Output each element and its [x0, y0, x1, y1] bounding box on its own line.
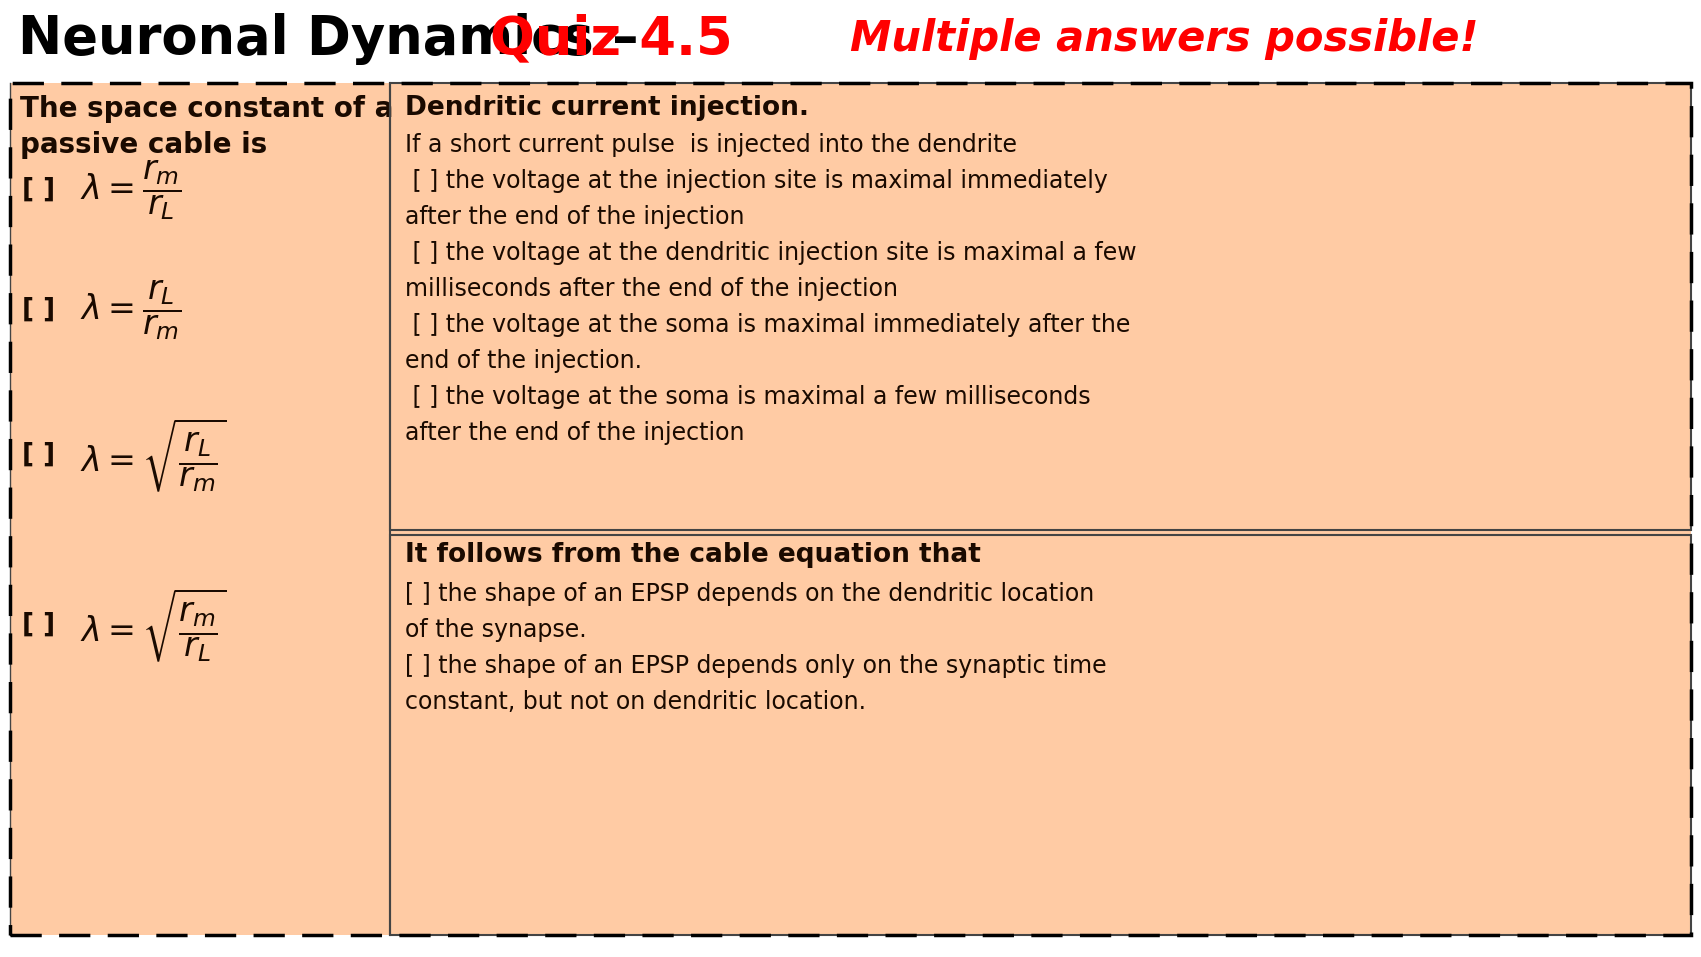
Text: of the synapse.: of the synapse.	[405, 618, 587, 642]
Text: If a short current pulse  is injected into the dendrite: If a short current pulse is injected int…	[405, 133, 1017, 157]
Text: after the end of the injection: after the end of the injection	[405, 205, 745, 229]
Bar	[10, 83, 1691, 935]
Text: [ ] the voltage at the soma is maximal immediately after the: [ ] the voltage at the soma is maximal i…	[405, 313, 1131, 337]
Text: [ ] the voltage at the dendritic injection site is maximal a few: [ ] the voltage at the dendritic injecti…	[405, 241, 1136, 265]
Text: [ ] the shape of an EPSP depends on the dendritic location: [ ] the shape of an EPSP depends on the …	[405, 582, 1094, 606]
Text: milliseconds after the end of the injection: milliseconds after the end of the inject…	[405, 277, 898, 301]
Text: $\lambda = \sqrt{\dfrac{r_L}{r_m}}$: $\lambda = \sqrt{\dfrac{r_L}{r_m}}$	[80, 416, 226, 494]
Text: [ ] the shape of an EPSP depends only on the synaptic time: [ ] the shape of an EPSP depends only on…	[405, 654, 1107, 678]
Text: [ ] the voltage at the injection site is maximal immediately: [ ] the voltage at the injection site is…	[405, 169, 1107, 193]
Text: Neuronal Dynamics –: Neuronal Dynamics –	[19, 13, 657, 65]
Text: end of the injection.: end of the injection.	[405, 349, 641, 373]
Text: The space constant of a
passive cable is: The space constant of a passive cable is	[20, 95, 393, 159]
Text: [ ]: [ ]	[22, 297, 54, 323]
Text: [ ]: [ ]	[22, 612, 54, 638]
Text: Quiz 4.5: Quiz 4.5	[490, 13, 733, 65]
Text: [ ]: [ ]	[22, 442, 54, 468]
Bar	[390, 535, 1691, 935]
Bar	[390, 83, 1691, 530]
Bar	[10, 83, 1691, 935]
Text: [ ]: [ ]	[22, 177, 54, 203]
Text: $\lambda = \sqrt{\dfrac{r_m}{r_L}}$: $\lambda = \sqrt{\dfrac{r_m}{r_L}}$	[80, 586, 226, 664]
Text: constant, but not on dendritic location.: constant, but not on dendritic location.	[405, 690, 866, 714]
Text: [ ] the voltage at the soma is maximal a few milliseconds: [ ] the voltage at the soma is maximal a…	[405, 385, 1090, 409]
Text: Multiple answers possible!: Multiple answers possible!	[850, 18, 1478, 60]
Text: It follows from the cable equation that: It follows from the cable equation that	[405, 542, 981, 568]
Text: $\lambda = \dfrac{r_L}{r_m}$: $\lambda = \dfrac{r_L}{r_m}$	[80, 278, 182, 342]
Text: Dendritic current injection.: Dendritic current injection.	[405, 95, 810, 121]
Text: $\lambda = \dfrac{r_m}{r_L}$: $\lambda = \dfrac{r_m}{r_L}$	[80, 158, 182, 222]
Text: after the end of the injection: after the end of the injection	[405, 421, 745, 445]
